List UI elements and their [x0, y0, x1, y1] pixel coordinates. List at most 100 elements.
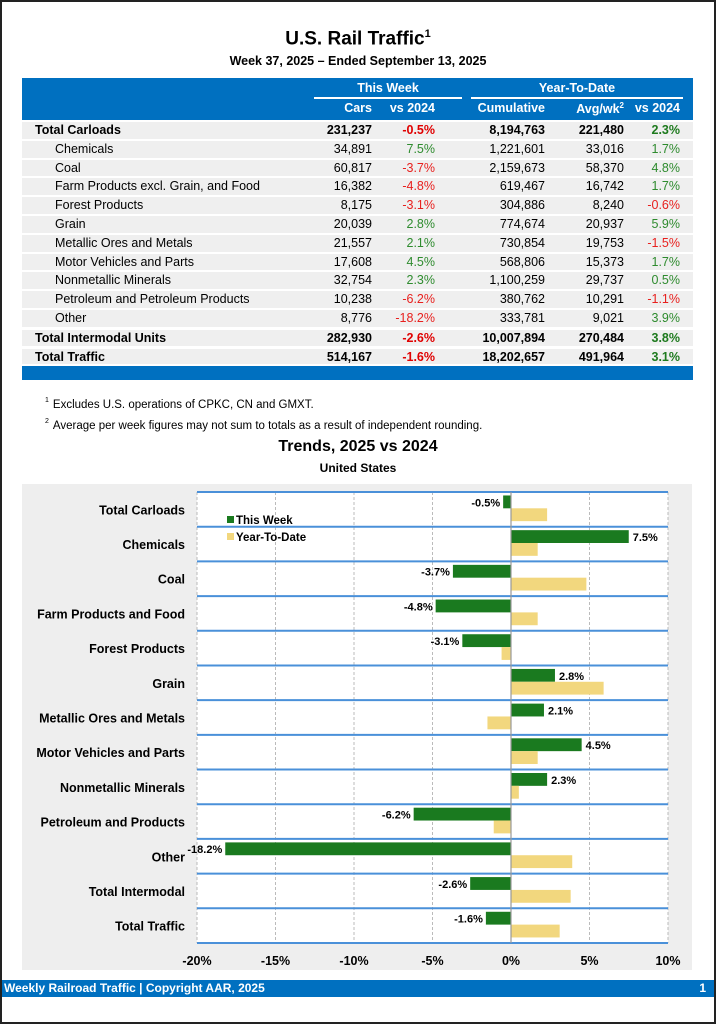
- x-tick-label: 0%: [502, 954, 520, 968]
- footnote-1: 1 Excludes U.S. operations of CPKC, CN an…: [45, 397, 314, 411]
- cell-cumulative: 730,854: [499, 235, 545, 250]
- category-label: Petroleum and Products: [41, 816, 186, 830]
- data-label-this-week: 2.8%: [559, 671, 584, 683]
- cell-cars: 16,382: [333, 179, 372, 194]
- footnote-2: 2 Average per week figures may not sum to…: [45, 417, 483, 432]
- table-header: This Week Year-To-Date Cars vs 2024 Cumu…: [22, 78, 693, 120]
- cell-ytd-pct: -1.1%: [647, 292, 680, 307]
- cell-ytd-pct: -1.5%: [647, 235, 680, 250]
- page-footer: Weekly Railroad Traffic | Copyright AAR,…: [2, 980, 714, 997]
- cell-cars: 8,776: [340, 310, 372, 325]
- bar-year-to-date: [511, 855, 573, 869]
- table-row: Total Intermodal Units 282,930 -2.6% 10,007…: [22, 326, 693, 346]
- cell-cumulative: 2,159,673: [489, 160, 545, 175]
- data-label-this-week: -0.5%: [471, 497, 500, 509]
- data-label-this-week: -3.7%: [421, 567, 450, 579]
- col-avgwk: Avg/wk2: [576, 101, 624, 117]
- table-row: Nonmetallic Minerals 32,754 2.3% 1,100,259 2…: [22, 270, 693, 290]
- table-row: Grain 20,039 2.8% 774,674 20,937 5.9%: [22, 213, 693, 233]
- cell-ytd-pct: 1.7%: [651, 141, 681, 156]
- row-label: Petroleum and Petroleum Products: [55, 292, 250, 307]
- row-label: Coal: [55, 160, 81, 175]
- cell-ytd-pct: 5.9%: [651, 216, 681, 231]
- cell-cars: 514,167: [326, 349, 372, 364]
- cell-cars: 231,237: [326, 123, 372, 137]
- cell-cumulative: 333,781: [499, 310, 545, 325]
- category-label: Nonmetallic Minerals: [60, 781, 185, 795]
- x-tick-label: -10%: [339, 954, 368, 968]
- bar-year-to-date: [511, 785, 519, 799]
- table-row: Farm Products excl. Grain, and Food 16,38…: [22, 176, 693, 196]
- bar-this-week: [511, 530, 629, 543]
- category-label: Forest Products: [89, 642, 185, 656]
- cell-ytd-pct: -0.6%: [647, 198, 680, 213]
- cell-week-pct: -4.8%: [402, 179, 435, 194]
- cell-ytd-pct: 2.3%: [651, 123, 681, 137]
- cell-avgwk: 9,021: [592, 310, 624, 325]
- data-label-this-week: 4.5%: [586, 740, 611, 752]
- x-tick-label: 10%: [655, 954, 680, 968]
- cell-week-pct: 7.5%: [406, 141, 436, 156]
- category-label: Chemicals: [122, 538, 185, 552]
- page-subtitle: Week 37, 2025 – Ended September 13, 2025: [229, 54, 487, 68]
- row-label: Chemicals: [55, 141, 114, 156]
- table-row: Metallic Ores and Metals 21,557 2.1% 730,85…: [22, 232, 693, 252]
- category-label: Grain: [152, 677, 185, 691]
- cell-avgwk: 58,370: [585, 160, 624, 175]
- cell-cumulative: 304,886: [499, 198, 545, 213]
- table-row: Coal 60,817 -3.7% 2,159,673 58,370 4.8%: [22, 157, 693, 177]
- bar-year-to-date: [511, 542, 538, 556]
- table-row: Motor Vehicles and Parts 17,608 4.5% 568,80…: [22, 251, 693, 271]
- bar-this-week: [462, 634, 511, 648]
- cell-cars: 34,891: [333, 141, 372, 156]
- x-tick-label: -20%: [182, 954, 211, 968]
- cell-ytd-pct: 3.9%: [651, 310, 681, 325]
- cell-ytd-pct: 3.1%: [651, 349, 681, 364]
- table-row: Forest Products 8,175 -3.1% 304,886 8,240 -0.…: [22, 195, 693, 214]
- bar-year-to-date: [511, 577, 587, 591]
- bar-this-week: [435, 599, 511, 613]
- legend-label-this-week: This Week: [236, 515, 293, 527]
- cell-avgwk: 8,240: [592, 198, 624, 213]
- category-label: Total Traffic: [115, 920, 185, 934]
- bar-year-to-date: [493, 820, 511, 834]
- cell-week-pct: -6.2%: [402, 292, 435, 307]
- data-label-this-week: -18.2%: [187, 844, 222, 856]
- bar-this-week: [225, 842, 511, 856]
- cell-week-pct: 4.5%: [406, 254, 436, 269]
- col-vs2024-ytd: vs 2024: [634, 101, 680, 115]
- row-label: Nonmetallic Minerals: [55, 273, 172, 288]
- category-label: Coal: [158, 573, 185, 587]
- col-cumulative: Cumulative: [477, 101, 545, 115]
- cell-cumulative: 8,194,763: [489, 123, 545, 137]
- cell-cumulative: 18,202,657: [482, 349, 545, 364]
- bar-this-week: [452, 564, 511, 578]
- row-label: Total Intermodal Units: [35, 330, 167, 345]
- cell-week-pct: 2.1%: [406, 235, 436, 250]
- group-ytd: Year-To-Date: [538, 81, 616, 95]
- bar-this-week: [511, 738, 582, 752]
- group-this-week: This Week: [357, 81, 419, 95]
- legend-label-year-to-date: Year-To-Date: [236, 532, 306, 544]
- cell-cumulative: 1,221,601: [489, 141, 545, 156]
- cell-avgwk: 491,964: [578, 349, 624, 364]
- legend-swatch-this-week: [227, 516, 234, 523]
- cell-avgwk: 15,373: [585, 254, 624, 269]
- cell-cumulative: 10,007,894: [482, 330, 545, 345]
- col-vs2024-week: vs 2024: [389, 101, 435, 115]
- table-footer-bar: [22, 366, 693, 381]
- bar-this-week: [511, 773, 548, 786]
- bar-year-to-date: [501, 647, 511, 660]
- data-label-this-week: 7.5%: [633, 532, 658, 544]
- cell-ytd-pct: 0.5%: [651, 273, 681, 288]
- table-body: Total Carloads 231,237 -0.5% 8,194,763 221,4…: [22, 120, 693, 365]
- bar-year-to-date: [487, 716, 511, 730]
- cell-week-pct: -0.5%: [402, 123, 435, 137]
- cell-cumulative: 1,100,259: [489, 273, 545, 288]
- cell-week-pct: 2.8%: [406, 216, 436, 231]
- cell-avgwk: 221,480: [578, 123, 624, 137]
- row-label: Motor Vehicles and Parts: [55, 254, 194, 269]
- row-label: Forest Products: [55, 198, 144, 213]
- bar-year-to-date: [511, 751, 538, 764]
